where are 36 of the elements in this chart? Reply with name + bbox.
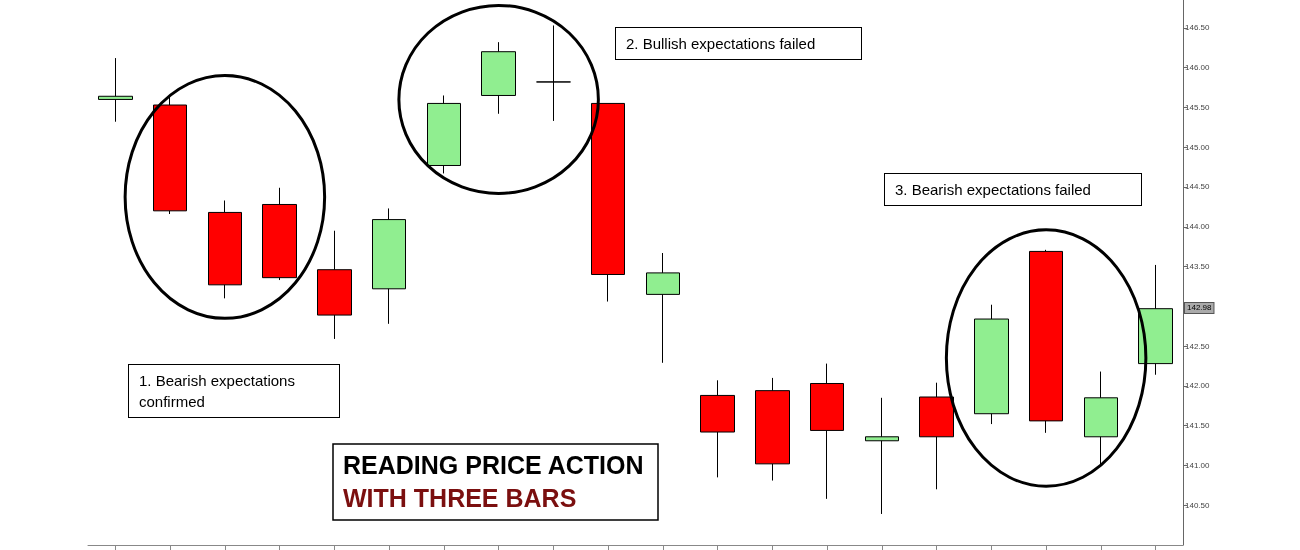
candlestick — [317, 230, 352, 340]
text: READING PRICE ACTION — [343, 450, 644, 479]
annotation: 3. Bearish expectations failed — [884, 173, 1142, 206]
candlestick — [646, 252, 680, 364]
candlestick — [481, 41, 516, 115]
candlestick — [372, 207, 406, 325]
candlestick — [755, 377, 790, 482]
annotation: 142.98 — [1187, 303, 1213, 313]
candlestick — [974, 304, 1009, 425]
y-tick-label: 145.00 — [1185, 142, 1211, 152]
y-tick-label: 144.00 — [1185, 222, 1211, 232]
candlestick — [427, 94, 461, 174]
text: WITH THREE BARS — [343, 483, 577, 512]
candlestick — [591, 102, 625, 303]
y-tick-label: 142.00 — [1185, 381, 1211, 391]
y-tick-label: 141.00 — [1185, 460, 1211, 470]
candlestick — [700, 379, 735, 478]
annotation: 1. Bearish expectations confirmed — [128, 364, 340, 418]
y-tick-label: 142.50 — [1185, 341, 1211, 351]
candlestick — [208, 200, 242, 299]
y-tick-label: 143.50 — [1185, 262, 1211, 272]
candlestick — [1138, 264, 1173, 376]
y-tick-label: 144.50 — [1185, 182, 1211, 192]
candlestick — [98, 57, 133, 123]
y-tick-label: 146.50 — [1185, 23, 1211, 33]
candlestick — [919, 382, 954, 490]
candlestick — [810, 363, 844, 500]
candlestick — [1029, 249, 1063, 434]
candlestick — [262, 187, 297, 281]
candlestick — [536, 24, 571, 122]
y-tick-label: 145.50 — [1185, 102, 1211, 112]
annotation: 2. Bullish expectations failed — [615, 27, 862, 60]
candlestick — [865, 397, 899, 515]
y-tick-label: 146.00 — [1185, 63, 1211, 73]
y-tick-label: 141.50 — [1185, 421, 1211, 431]
y-tick-label: 140.50 — [1185, 500, 1211, 510]
